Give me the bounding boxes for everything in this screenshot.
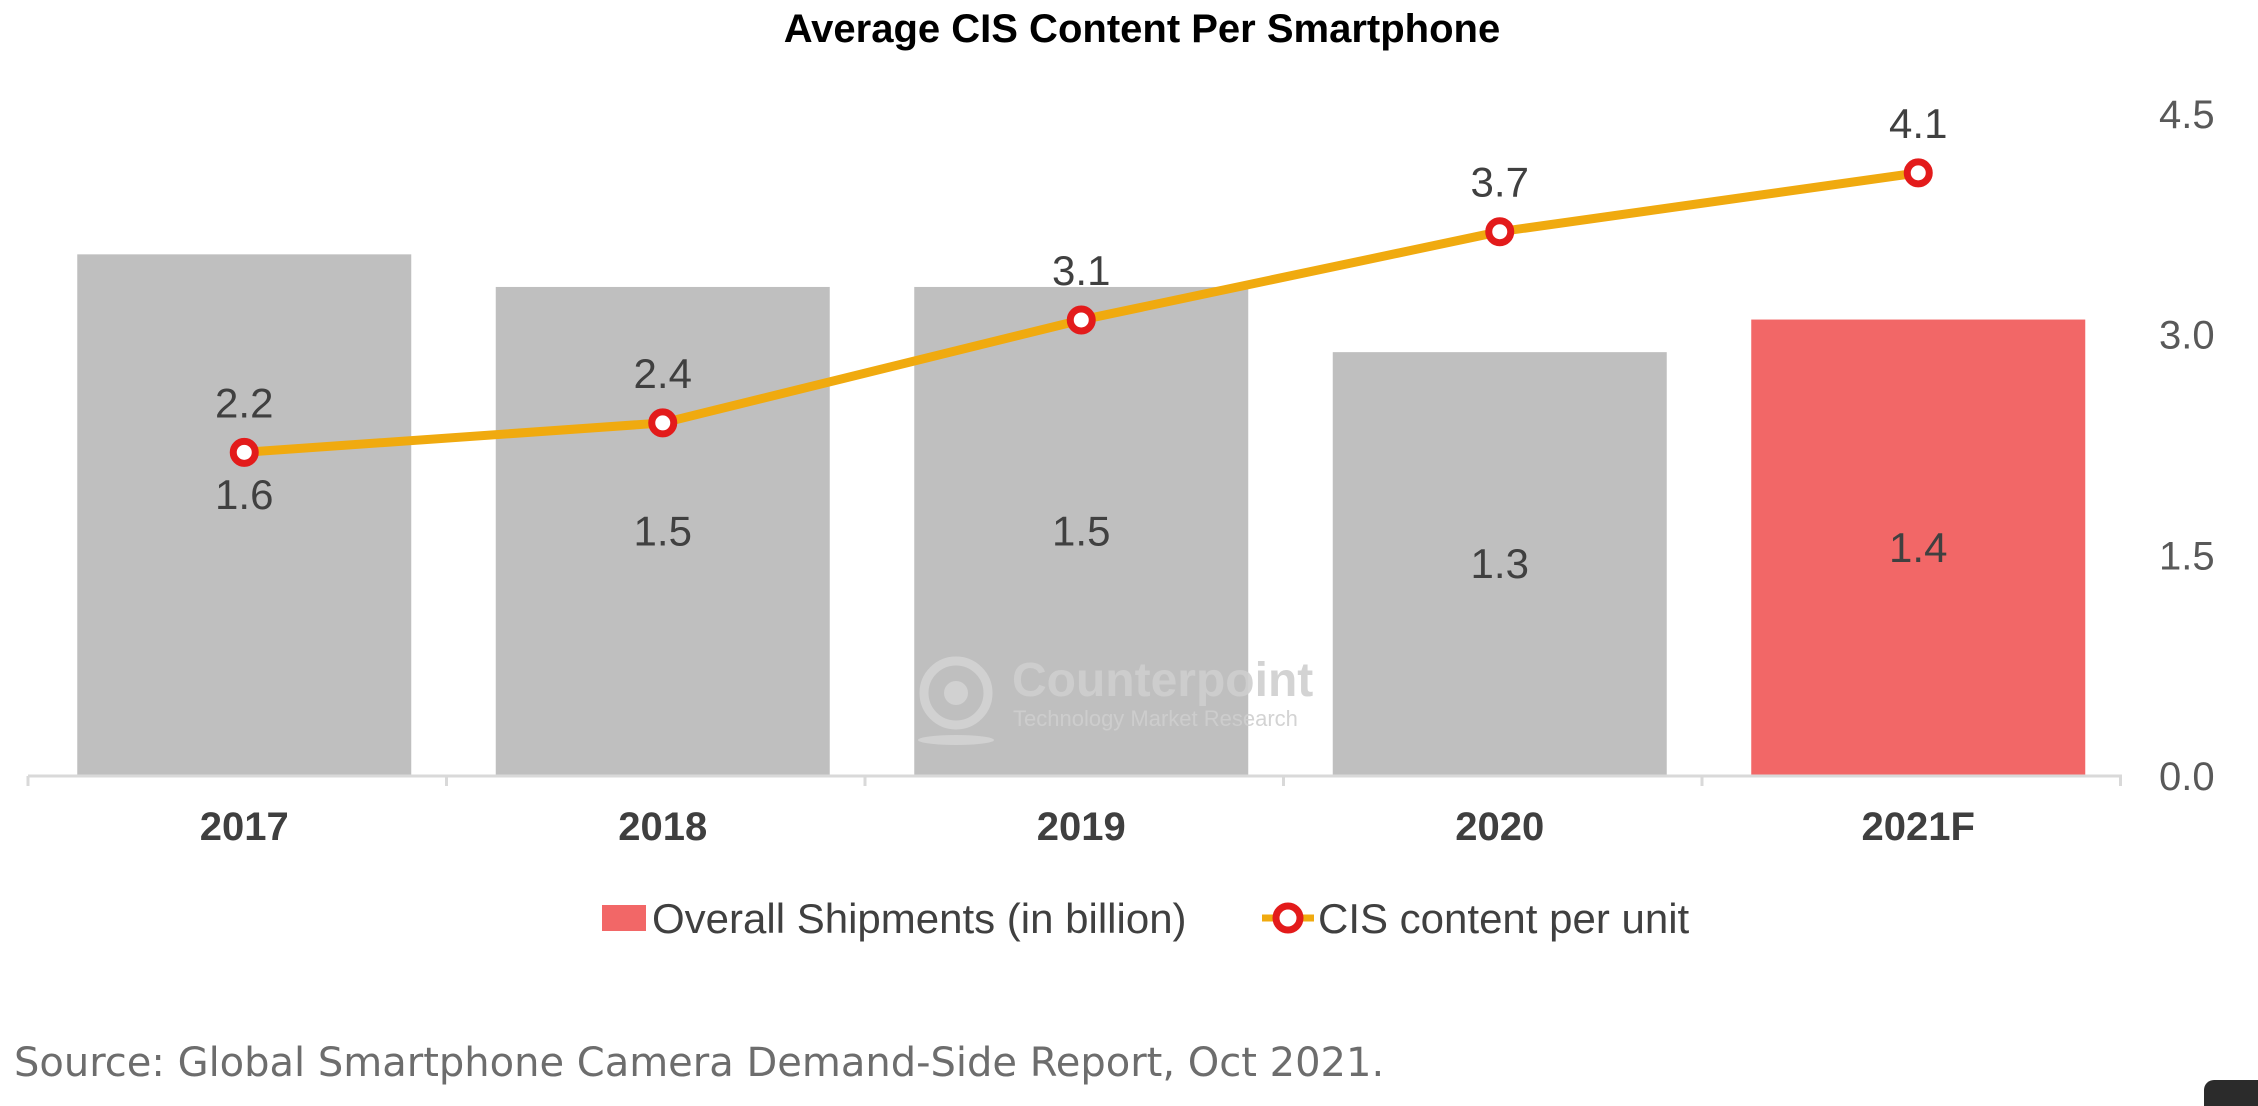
- bar-2018: [495, 286, 830, 776]
- chart: Average CIS Content Per Smartphone 1.61.…: [26, 7, 2215, 942]
- bar-value-label: 1.5: [634, 507, 692, 554]
- y-tick-label: 1.5: [2159, 534, 2215, 578]
- bar-value-label: 1.5: [1052, 507, 1110, 554]
- x-tick-label: 2021F: [1862, 805, 1975, 849]
- cis-value-label: 2.2: [215, 379, 273, 426]
- bar-2021F: [1751, 319, 2086, 776]
- bar-value-label: 1.4: [1889, 524, 1947, 571]
- cis-point: [648, 408, 678, 438]
- watermark-name: Counterpoint: [1012, 654, 1313, 707]
- cis-value-label: 4.1: [1889, 100, 1947, 147]
- watermark-tagline: Technology Market Research: [1013, 706, 1298, 731]
- cis-value-label: 2.4: [634, 350, 692, 397]
- source-note: Source: Global Smartphone Camera Demand-…: [14, 1040, 1385, 1086]
- cis-point: [1903, 158, 1933, 188]
- y-axis: 0.0 1.5 3.0 4.5: [2159, 93, 2215, 799]
- cis-point: [1066, 305, 1096, 335]
- legend-label-shipments: Overall Shipments (in billion): [652, 895, 1187, 942]
- bar-value-label: 1.6: [215, 471, 273, 518]
- legend-marker-swatch: [1272, 902, 1304, 934]
- bar-2017: [77, 254, 412, 776]
- watermark-logo-dot: [944, 681, 968, 705]
- x-tick-label: 2020: [1455, 805, 1544, 849]
- legend-swatch-shipments: [602, 905, 646, 931]
- bar-series: 1.6 1.5 1.5 1.3 1.4: [77, 254, 2086, 776]
- cis-value-label: 3.1: [1052, 247, 1110, 294]
- chart-title: Average CIS Content Per Smartphone: [784, 7, 1500, 51]
- bar-2019: [914, 286, 1249, 776]
- x-axis-labels: 2017 2018 2019 2020 2021F: [200, 805, 1975, 849]
- legend: Overall Shipments (in billion) CIS conte…: [602, 895, 1690, 942]
- cis-point: [229, 437, 259, 467]
- watermark-logo-shadow: [918, 735, 994, 745]
- x-tick-label: 2019: [1037, 805, 1126, 849]
- corner-tab: [2204, 1080, 2258, 1106]
- bar-2020: [1332, 352, 1667, 776]
- bar-value-label: 1.3: [1471, 540, 1529, 587]
- line-series: 2.2 2.4 3.1 3.7 4.1: [215, 100, 1947, 467]
- y-tick-label: 4.5: [2159, 93, 2215, 137]
- y-tick-label: 0.0: [2159, 755, 2215, 799]
- x-tick-label: 2018: [618, 805, 707, 849]
- cis-value-label: 3.7: [1471, 159, 1529, 206]
- y-tick-label: 3.0: [2159, 314, 2215, 358]
- x-axis: [26, 774, 2122, 786]
- legend-label-cis: CIS content per unit: [1318, 895, 1690, 942]
- cis-point: [1485, 217, 1515, 247]
- x-tick-label: 2017: [200, 805, 289, 849]
- watermark-logo-icon: [919, 656, 993, 730]
- watermark-logo: Counterpoint Technology Market Research: [918, 654, 1313, 745]
